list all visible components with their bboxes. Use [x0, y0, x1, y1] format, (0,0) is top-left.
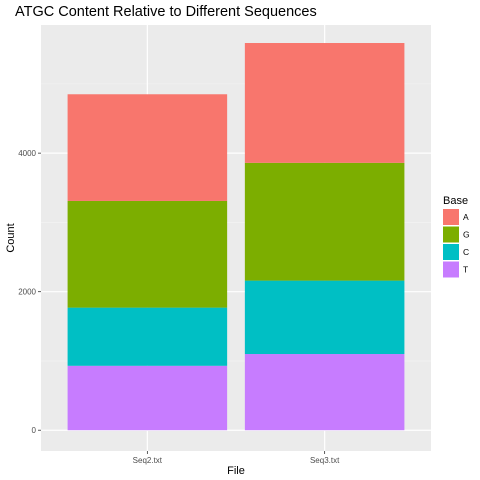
legend-label-a: A	[463, 212, 469, 222]
y-axis: 0 2000 4000	[18, 149, 41, 435]
legend-key-c	[443, 244, 459, 260]
y-tick-label: 4000	[18, 149, 36, 158]
legend-title: Base	[443, 195, 468, 207]
bar-segment-t-2	[244, 354, 405, 431]
bar-segment-g-1	[67, 200, 228, 308]
bar-segment-a-2	[244, 43, 405, 163]
legend-label-g: G	[463, 230, 470, 240]
legend-label-t: T	[463, 265, 468, 275]
legend-key-a	[443, 209, 459, 225]
x-tick-label: Seq2.txt	[133, 456, 163, 465]
y-tick-label: 0	[32, 426, 37, 435]
bar-segment-c-2	[244, 280, 405, 355]
x-axis-title: File	[227, 465, 245, 477]
bars	[67, 43, 405, 431]
legend-key-g	[443, 226, 459, 243]
chart-title: ATGC Content Relative to Different Seque…	[15, 4, 317, 20]
y-tick-label: 2000	[18, 288, 36, 297]
bar-segment-t-1	[67, 365, 228, 431]
x-tick-label: Seq3.txt	[310, 456, 340, 465]
x-axis: Seq2.txt Seq3.txt	[133, 451, 340, 465]
bar-segment-c-1	[67, 307, 228, 366]
y-axis-title: Count	[5, 223, 17, 252]
legend-label-c: C	[463, 247, 469, 257]
bar-segment-g-2	[244, 162, 405, 281]
legend-key-t	[443, 261, 459, 278]
bar-segment-a-1	[67, 94, 228, 201]
